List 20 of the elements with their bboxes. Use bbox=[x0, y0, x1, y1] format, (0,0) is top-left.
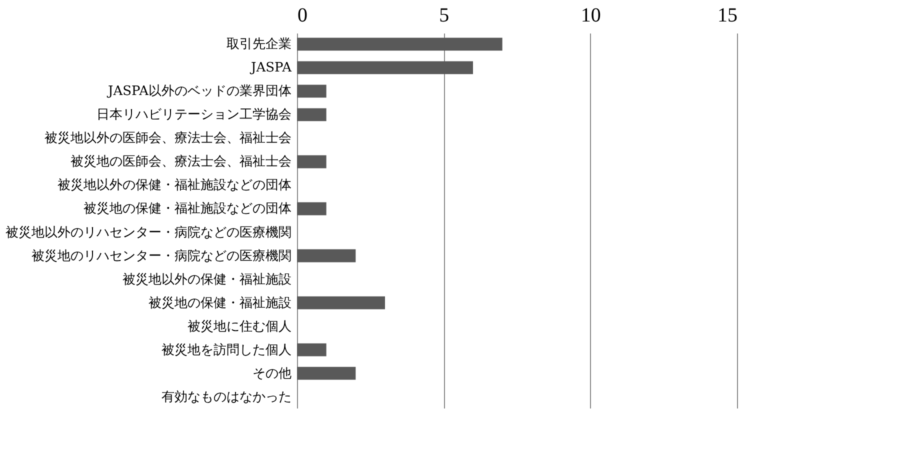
y-tick-label: 被災地以外の保健・福祉施設などの団体 bbox=[58, 178, 292, 194]
y-tick-label: 被災地以外の医師会、療法士会、福祉士会 bbox=[44, 131, 292, 146]
y-tick-label: 被災地の保健・福祉施設 bbox=[148, 296, 292, 311]
y-tick-label: 被災地の医師会、療法士会、福祉士会 bbox=[70, 154, 292, 170]
y-tick-label: 日本リハビリテーション工学協会 bbox=[96, 108, 292, 123]
y-tick-label: 被災地以外の保健・福祉施設 bbox=[122, 272, 292, 288]
y-tick-label: その他 bbox=[252, 366, 292, 382]
y-tick-label: 被災地を訪問した個人 bbox=[162, 342, 292, 358]
y-tick-label: 被災地以外のリハセンター・病院などの医療機関 bbox=[6, 225, 292, 240]
x-tick-label: 5 bbox=[439, 4, 450, 26]
y-tick-label: 被災地の保健・福祉施設などの団体 bbox=[84, 202, 292, 217]
y-tick-label: JASPA以外のベッドの業界団体 bbox=[106, 84, 292, 100]
x-tick-label: 10 bbox=[580, 4, 601, 26]
y-tick-label: 被災地に住む個人 bbox=[188, 319, 292, 334]
y-tick-label: 取引先企業 bbox=[226, 37, 292, 52]
x-tick-label: 0 bbox=[298, 4, 308, 26]
y-tick-label: JASPA bbox=[249, 60, 292, 76]
y-tick-label: 有効なものはなかった bbox=[162, 390, 292, 405]
y-tick-label: 被災地のリハセンター・病院などの医療機関 bbox=[32, 248, 292, 264]
x-tick-label: 15 bbox=[718, 4, 738, 26]
